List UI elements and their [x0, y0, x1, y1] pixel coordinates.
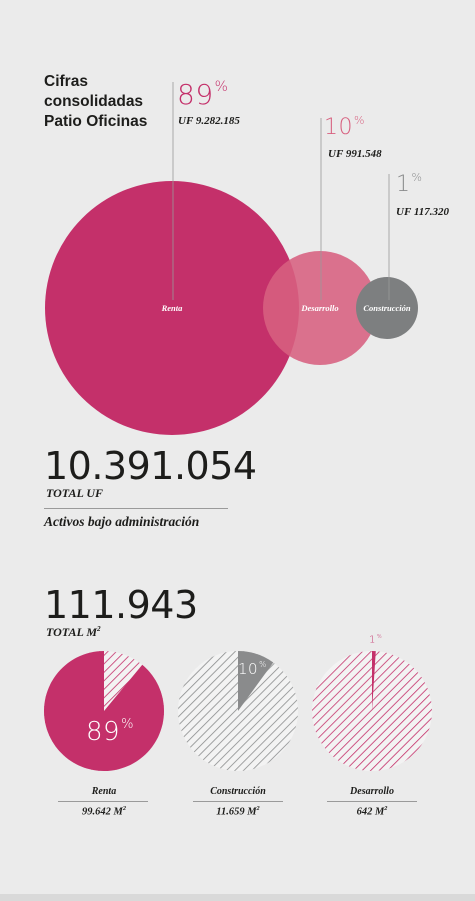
pie-percent-construccion: 10% — [238, 660, 267, 678]
pie-charts — [44, 651, 432, 771]
percent-desarrollo: 10% — [324, 114, 365, 140]
pie-label-desarrollo: Desarrollo — [350, 786, 394, 797]
bubble-label-construccion: Construcción — [363, 303, 411, 313]
pie-divider-desarrollo — [327, 801, 417, 802]
total-m2-label: TOTAL M2 — [46, 625, 101, 639]
pie-area-renta: 99.642 M2 — [82, 805, 126, 818]
pie-slice-desarrollo — [372, 651, 376, 711]
percent-renta: 89% — [177, 78, 229, 111]
uf-value-desarrollo: UF 991.548 — [328, 148, 382, 160]
bubble-label-renta: Renta — [161, 303, 184, 313]
uf-value-renta: UF 9.282.185 — [178, 115, 240, 127]
pie-slice-construccin — [238, 651, 274, 711]
pie-percent-desarrollo: 1% — [369, 634, 383, 646]
total-uf-value: 10.391.054 — [44, 444, 257, 488]
pie-area-construccion: 11.659 M2 — [216, 805, 260, 818]
pie-divider-construccion — [193, 801, 283, 802]
bubble-label-desarrollo: Desarrollo — [300, 303, 338, 313]
percent-construccion: 1% — [396, 171, 423, 197]
bubble-construccion — [356, 277, 418, 339]
bottom-strip — [0, 894, 475, 901]
assets-label: Activos bajo administración — [44, 514, 200, 529]
bubble-chart: Renta Desarrollo Construcción — [45, 82, 418, 435]
pie-divider-renta — [58, 801, 148, 802]
bubble-renta — [45, 181, 299, 435]
pie-label-construccion: Construcción — [210, 786, 266, 797]
total-uf-label: TOTAL UF — [46, 486, 104, 500]
pie-slice-renta — [44, 651, 165, 771]
total-m2-value: 111.943 — [44, 583, 198, 627]
bubble-desarrollo — [263, 251, 377, 365]
page-title: Cifras consolidadas Patio Oficinas — [44, 73, 148, 130]
uf-value-construccion: UF 117.320 — [396, 206, 449, 218]
divider — [44, 508, 228, 509]
pie-label-renta: Renta — [91, 786, 117, 797]
pie-percent-renta: 89% — [86, 717, 134, 747]
pie-area-desarrollo: 642 M2 — [356, 805, 388, 818]
